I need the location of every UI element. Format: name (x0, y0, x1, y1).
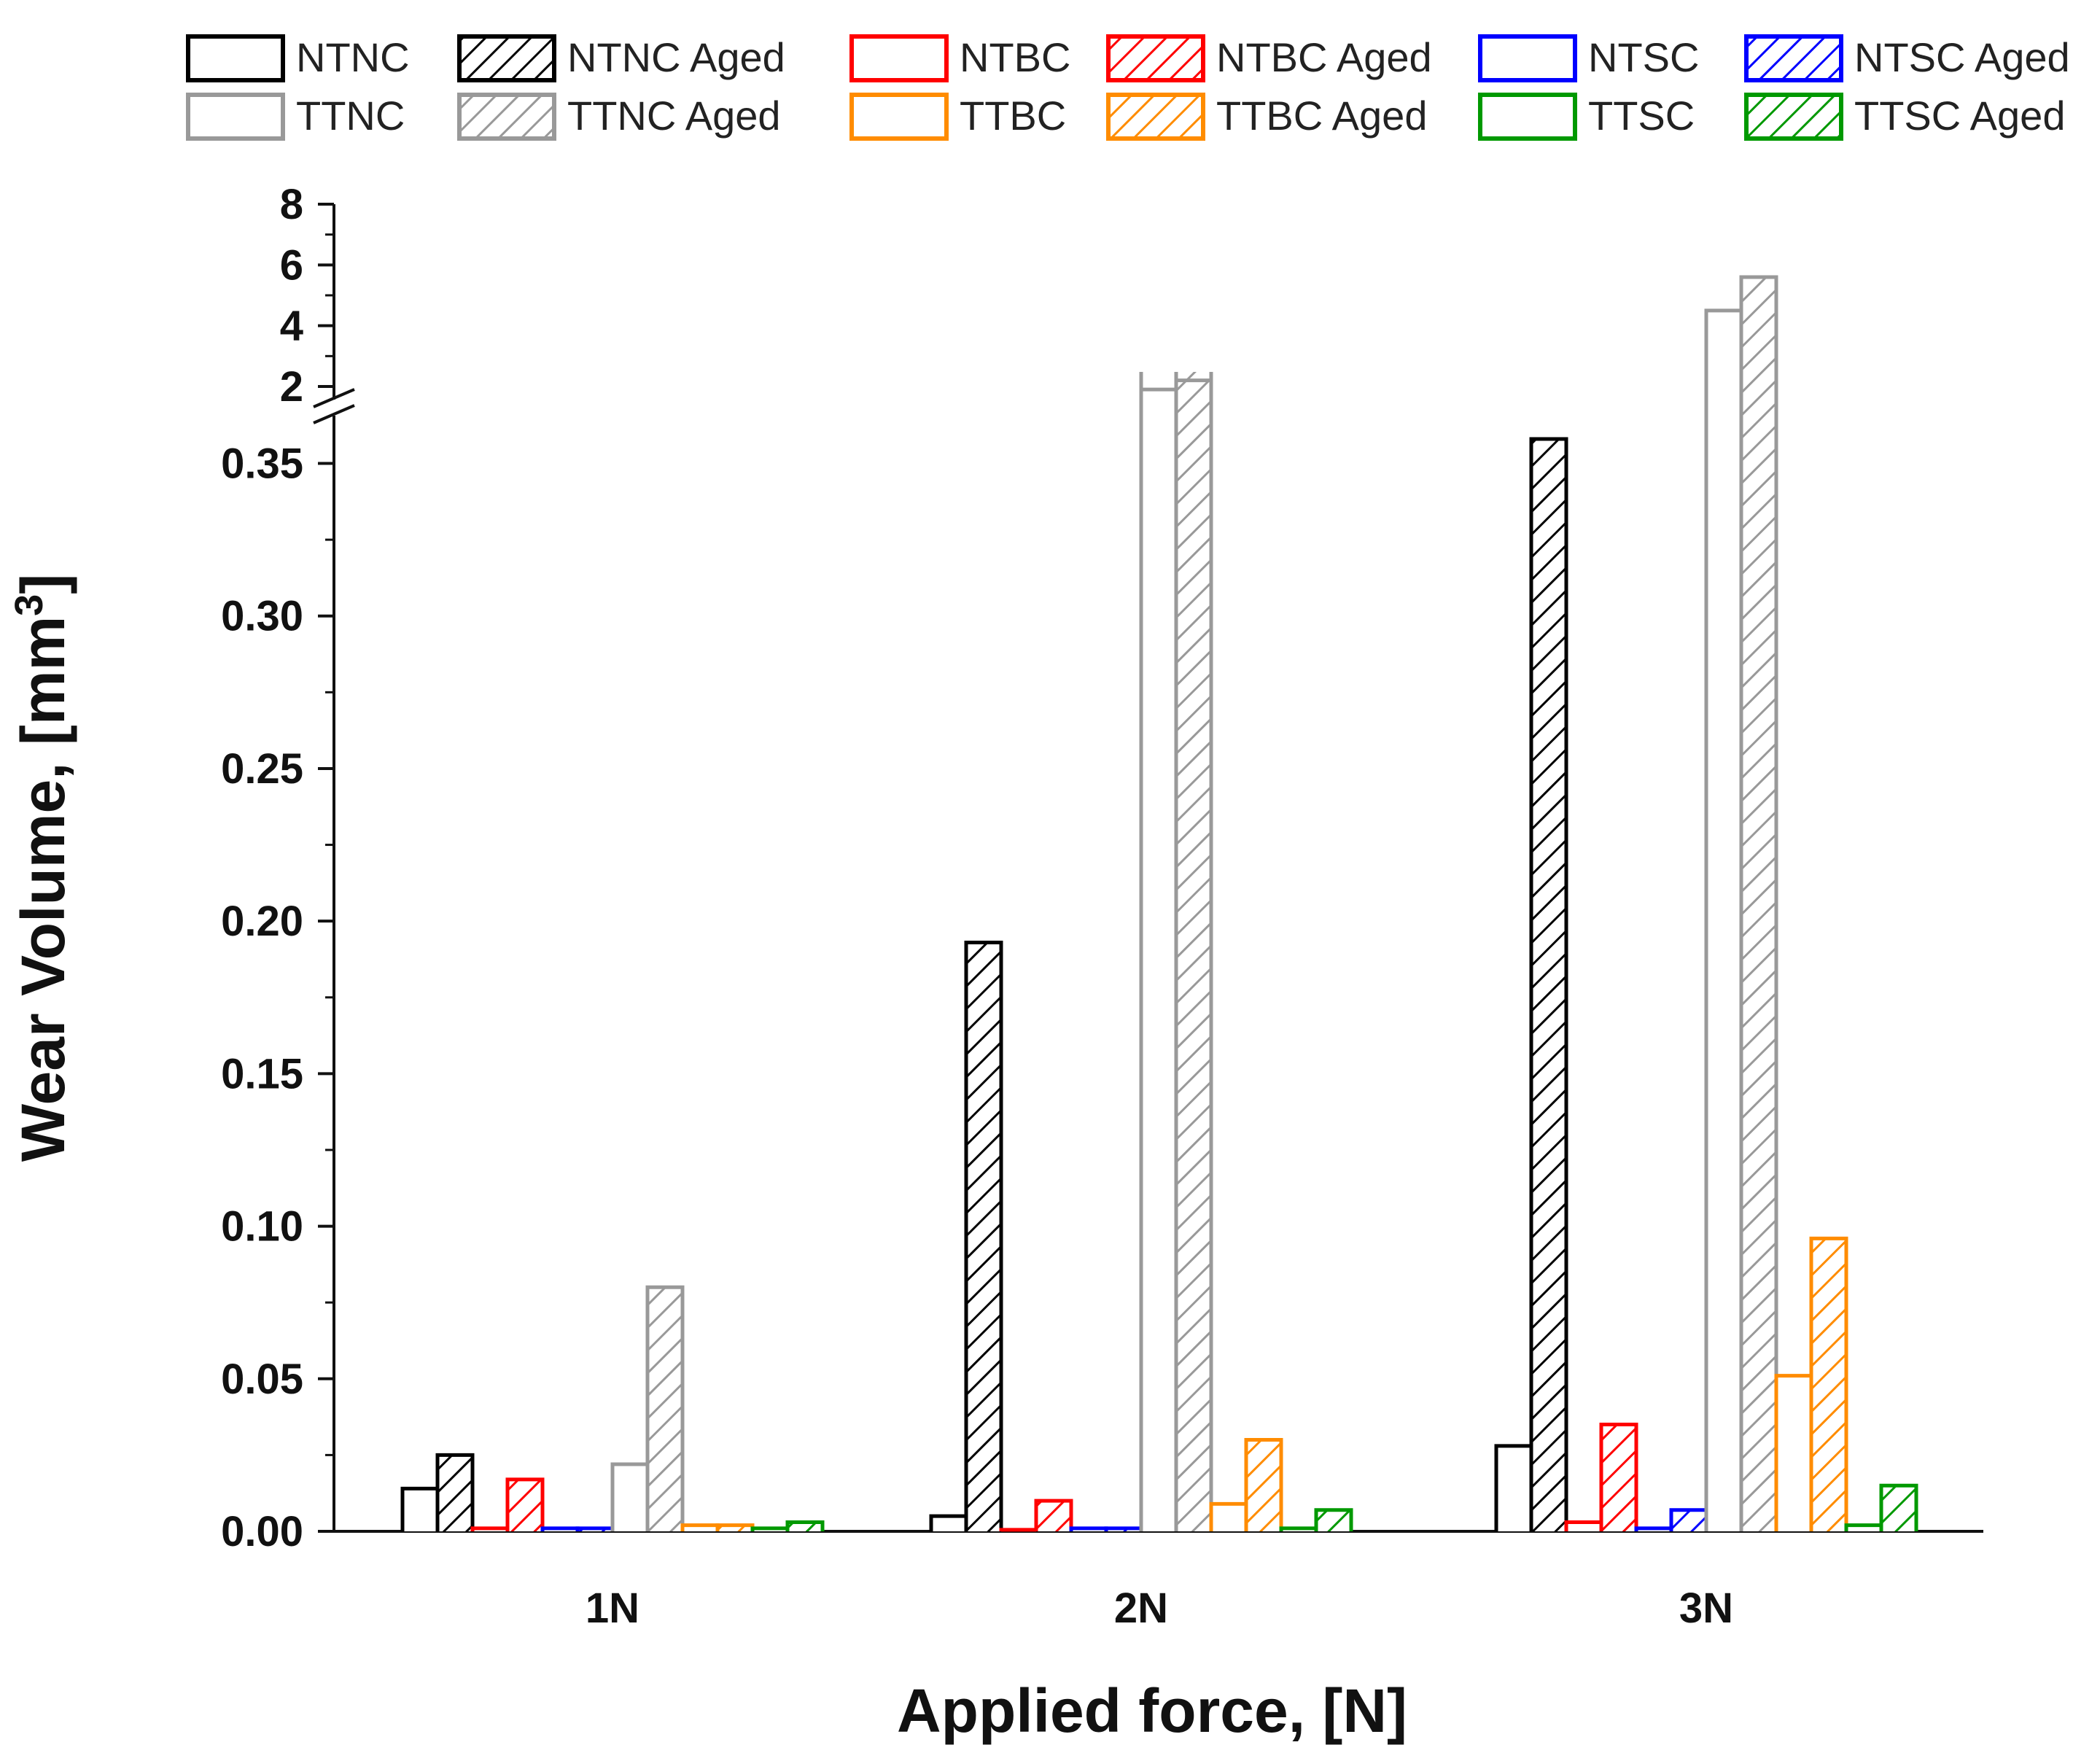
legend-label: NTBC Aged (1216, 34, 1432, 80)
legend-label: NTNC Aged (567, 34, 785, 80)
legend-swatch (1478, 93, 1577, 141)
bar-ntbc-aged (1599, 1423, 1638, 1531)
bar-ttsc-aged (1314, 1508, 1353, 1531)
axis-break-mark (313, 404, 355, 424)
legend-swatch (1106, 34, 1205, 82)
legend-label: TTBC Aged (1216, 93, 1427, 139)
y-upper-tick-label: 4 (280, 303, 303, 350)
y-axis-title-main: Wear Volume, [mm (9, 616, 77, 1162)
bar-ntbc (999, 1528, 1038, 1532)
bar-ttnc-aged (1174, 372, 1213, 1531)
y-tick-label: 0.05 (221, 1356, 303, 1403)
legend-swatch (457, 93, 556, 141)
legend-swatch (1744, 93, 1843, 141)
legend-label: TTNC (296, 93, 405, 139)
bar-ntnc-aged (964, 940, 1003, 1531)
x-tick-label: 1N (586, 1585, 639, 1632)
y-axis-title-end: ] (9, 574, 77, 594)
y-tick-label: 0.15 (221, 1050, 303, 1097)
legend-label: NTNC (296, 34, 410, 80)
y-tick-label: 0.25 (221, 745, 303, 793)
axes: 0.00 0.05 0.10 0.15 0.20 0.25 0.30 0.35 2 4 6 8 1N 2N… (221, 181, 1983, 1632)
legend-label: TTNC Aged (567, 93, 781, 139)
bar-ntnc-aged (435, 1453, 475, 1531)
legend-swatch (1106, 93, 1205, 141)
legend-label: TTBC (960, 93, 1066, 139)
bar-ttsc-aged (785, 1520, 825, 1531)
bars (400, 275, 1918, 1532)
legend-label: TTSC (1588, 93, 1695, 139)
bar-ntbc-aged (1034, 1499, 1073, 1531)
y-axis-title-superscript: 3 (7, 594, 51, 616)
y-axis-title: Wear Volume, [mm3] (7, 574, 77, 1162)
legend-swatch (186, 34, 285, 82)
legend-swatch (849, 93, 949, 141)
legend: NTNC NTNC Aged NTBC NTBC Aged NTSC NTSC Aged T… (186, 34, 2070, 141)
bar-ttbc-aged (1244, 1437, 1283, 1531)
legend-label: TTSC Aged (1854, 93, 2065, 139)
bar-ntbc-aged (505, 1477, 545, 1531)
legend-swatch (849, 34, 949, 82)
bar-ttbc-aged (1809, 1236, 1848, 1531)
x-axis-title: Applied force, [N] (897, 1676, 1407, 1745)
y-tick-label: 0.20 (221, 898, 303, 945)
axis-titles: Applied force, [N] Wear Volume, [mm3] (7, 574, 1407, 1745)
legend-swatch (457, 34, 556, 82)
y-tick-label: 0.10 (221, 1203, 303, 1251)
bar-ttnc-aged (645, 1285, 685, 1531)
x-tick-label: 3N (1679, 1585, 1733, 1632)
legend-swatch (1478, 34, 1577, 82)
bar-ntnc-aged (1529, 437, 1568, 1531)
y-upper-tick-label: 2 (280, 363, 303, 411)
y-tick-label: 0.30 (221, 593, 303, 640)
legend-swatch (1744, 34, 1843, 82)
legend-swatch (186, 93, 285, 141)
legend-label: NTBC (960, 34, 1070, 80)
y-tick-label: 0.00 (221, 1508, 303, 1555)
bar-ttnc-aged (1739, 275, 1778, 1531)
y-tick-label: 0.35 (221, 440, 303, 488)
legend-label: NTSC (1588, 34, 1699, 80)
bar-ttsc-aged (1879, 1483, 1918, 1531)
x-tick-label: 2N (1114, 1585, 1168, 1632)
axis-break-mark (313, 388, 355, 408)
y-upper-tick-label: 8 (280, 181, 303, 228)
legend-label: NTSC Aged (1854, 34, 2070, 80)
y-upper-tick-label: 6 (280, 241, 303, 289)
